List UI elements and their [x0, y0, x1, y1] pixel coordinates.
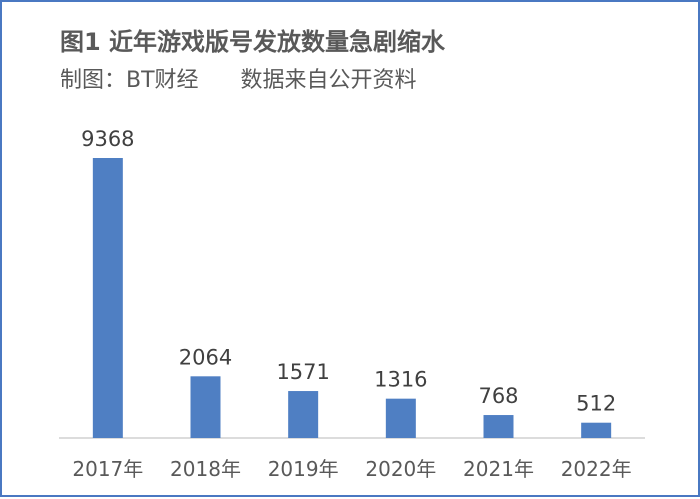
data-label-3: 1316 — [374, 368, 427, 392]
x-tick-label-5: 2022年 — [561, 457, 632, 481]
bar-3 — [385, 398, 416, 438]
data-label-1: 2064 — [179, 345, 232, 369]
bar-2 — [288, 391, 319, 438]
bar-4 — [483, 415, 514, 438]
chart-subtitle: 制图：BT财经 数据来自公开资料 — [60, 68, 417, 93]
data-label-2: 1571 — [276, 360, 329, 384]
data-label-0: 9368 — [81, 127, 134, 151]
bar-0 — [92, 158, 123, 438]
x-tick-label-0: 2017年 — [72, 457, 143, 481]
x-tick-label-2: 2019年 — [268, 457, 339, 481]
bar-5 — [581, 422, 612, 438]
data-label-5: 512 — [576, 392, 616, 416]
chart-title: 图1 近年游戏版号发放数量急剧缩水 — [60, 28, 446, 56]
x-tick-label-4: 2021年 — [463, 457, 534, 481]
x-tick-label-1: 2018年 — [170, 457, 241, 481]
bar-1 — [190, 376, 221, 438]
x-tick-label-3: 2020年 — [365, 457, 436, 481]
data-label-4: 768 — [478, 384, 518, 408]
